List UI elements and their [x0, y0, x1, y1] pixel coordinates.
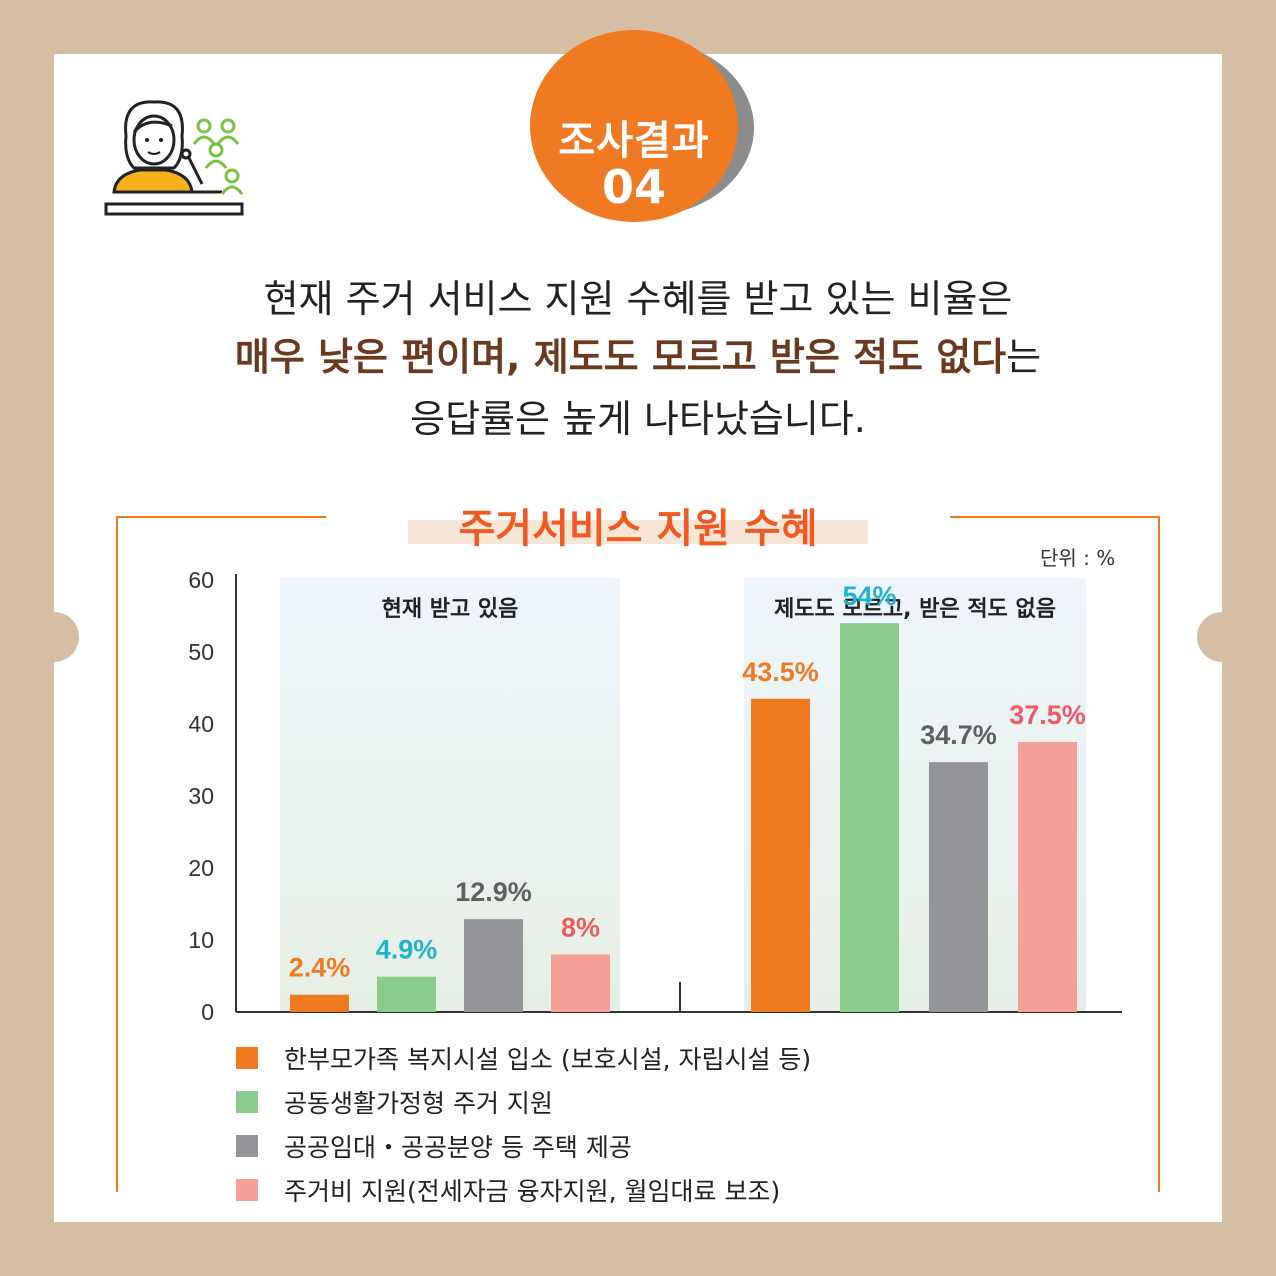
- data-label: 8%: [561, 912, 600, 942]
- group-label: 제도도 모르고, 받은 적도 없음: [774, 597, 1056, 622]
- y-tick-label: 50: [188, 639, 214, 665]
- data-label: 34.7%: [920, 720, 997, 750]
- frame-left: [116, 516, 118, 1192]
- data-label: 43.5%: [742, 657, 819, 687]
- bar: [377, 976, 436, 1012]
- badge-number: 04: [601, 160, 666, 214]
- legend-label: 주거비 지원(전세자금 융자지원, 월임대료 보조): [284, 1177, 781, 1206]
- legend-swatch: [236, 1135, 258, 1157]
- legend-swatch: [236, 1179, 258, 1201]
- legend-label: 한부모가족 복지시설 입소 (보호시설, 자립시설 등): [284, 1045, 812, 1074]
- legend-item: 공동생활가정형 주거 지원: [236, 1080, 811, 1124]
- lead-line-3: 응답률은 높게 나타났습니다.: [410, 397, 866, 441]
- chart-title: 주거서비스 지원 수혜: [458, 506, 818, 552]
- data-label: 54%: [842, 581, 896, 611]
- legend-item: 공공임대・공공분양 등 주택 제공: [236, 1124, 811, 1168]
- bar: [1018, 742, 1077, 1012]
- legend-swatch: [236, 1091, 258, 1113]
- lead-line-1: 현재 주거 서비스 지원 수혜를 받고 있는 비율은: [263, 277, 1013, 321]
- frame-top-left: [116, 516, 326, 518]
- badge-title: 조사결과: [558, 118, 710, 164]
- chart-title-highlight: [408, 520, 868, 544]
- data-label: 4.9%: [376, 935, 438, 965]
- speaker-audience-icon: [104, 100, 244, 216]
- y-tick-label: 0: [201, 999, 214, 1025]
- frame-top-right: [950, 516, 1160, 518]
- legend-label: 공공임대・공공분양 등 주택 제공: [284, 1133, 632, 1162]
- data-label: 12.9%: [455, 877, 532, 907]
- legend-swatch: [236, 1047, 258, 1069]
- legend-item: 한부모가족 복지시설 입소 (보호시설, 자립시설 등): [236, 1036, 811, 1080]
- lead-highlight: 매우 낮은 편이며, 제도도 모르고 받은 적도 없다: [234, 335, 1007, 379]
- legend-label: 공동생활가정형 주거 지원: [284, 1089, 553, 1118]
- y-tick-label: 10: [188, 927, 214, 953]
- y-tick-label: 60: [188, 567, 214, 593]
- result-badge: 조사결과 04: [530, 30, 738, 222]
- group-panel: [280, 578, 620, 1012]
- unit-label: 단위 : %: [1040, 546, 1116, 570]
- lead-line-2: 매우 낮은 편이며, 제도도 모르고 받은 적도 없다는: [0, 330, 1276, 384]
- bar: [751, 698, 810, 1012]
- ticket-notch-left: [29, 612, 79, 662]
- bar: [840, 623, 899, 1012]
- bar: [551, 954, 610, 1012]
- data-label: 37.5%: [1009, 700, 1086, 730]
- data-label: 2.4%: [289, 953, 351, 983]
- y-tick-label: 40: [188, 711, 214, 737]
- lead-line-2-tail: 는: [1006, 335, 1042, 379]
- legend-item: 주거비 지원(전세자금 융자지원, 월임대료 보조): [236, 1168, 811, 1212]
- chart-legend: 한부모가족 복지시설 입소 (보호시설, 자립시설 등) 공동생활가정형 주거 …: [236, 1036, 811, 1212]
- frame-right: [1158, 516, 1160, 1192]
- bar: [929, 762, 988, 1012]
- ticket-notch-right: [1197, 612, 1247, 662]
- bar: [290, 994, 349, 1012]
- group-label: 현재 받고 있음: [382, 597, 519, 622]
- bar: [464, 919, 523, 1012]
- y-tick-label: 20: [188, 855, 214, 881]
- y-tick-label: 30: [188, 783, 214, 809]
